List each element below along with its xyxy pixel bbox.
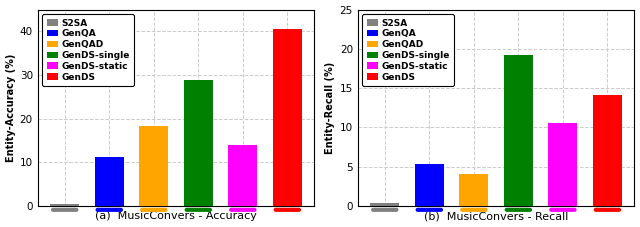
Bar: [504, 55, 533, 206]
Legend: S2SA, GenQA, GenQAD, GenDS-single, GenDS-static, GenDS: S2SA, GenQA, GenQAD, GenDS-single, GenDS…: [362, 14, 454, 86]
Bar: [51, 204, 79, 206]
Bar: [460, 174, 488, 206]
Bar: [140, 126, 168, 206]
Bar: [184, 80, 212, 206]
Bar: [371, 203, 399, 206]
Bar: [95, 157, 124, 206]
X-axis label: (a)  MusicConvers - Accuracy: (a) MusicConvers - Accuracy: [95, 211, 257, 222]
Y-axis label: Entity-Recall (%): Entity-Recall (%): [326, 62, 335, 154]
Bar: [273, 29, 302, 206]
Bar: [228, 145, 257, 206]
Bar: [415, 164, 444, 206]
X-axis label: (b)  MusicConvers - Recall: (b) MusicConvers - Recall: [424, 211, 568, 222]
Bar: [593, 95, 622, 206]
Bar: [548, 123, 577, 206]
Y-axis label: Entity-Accuracy (%): Entity-Accuracy (%): [6, 54, 15, 162]
Legend: S2SA, GenQA, GenQAD, GenDS-single, GenDS-static, GenDS: S2SA, GenQA, GenQAD, GenDS-single, GenDS…: [42, 14, 134, 86]
